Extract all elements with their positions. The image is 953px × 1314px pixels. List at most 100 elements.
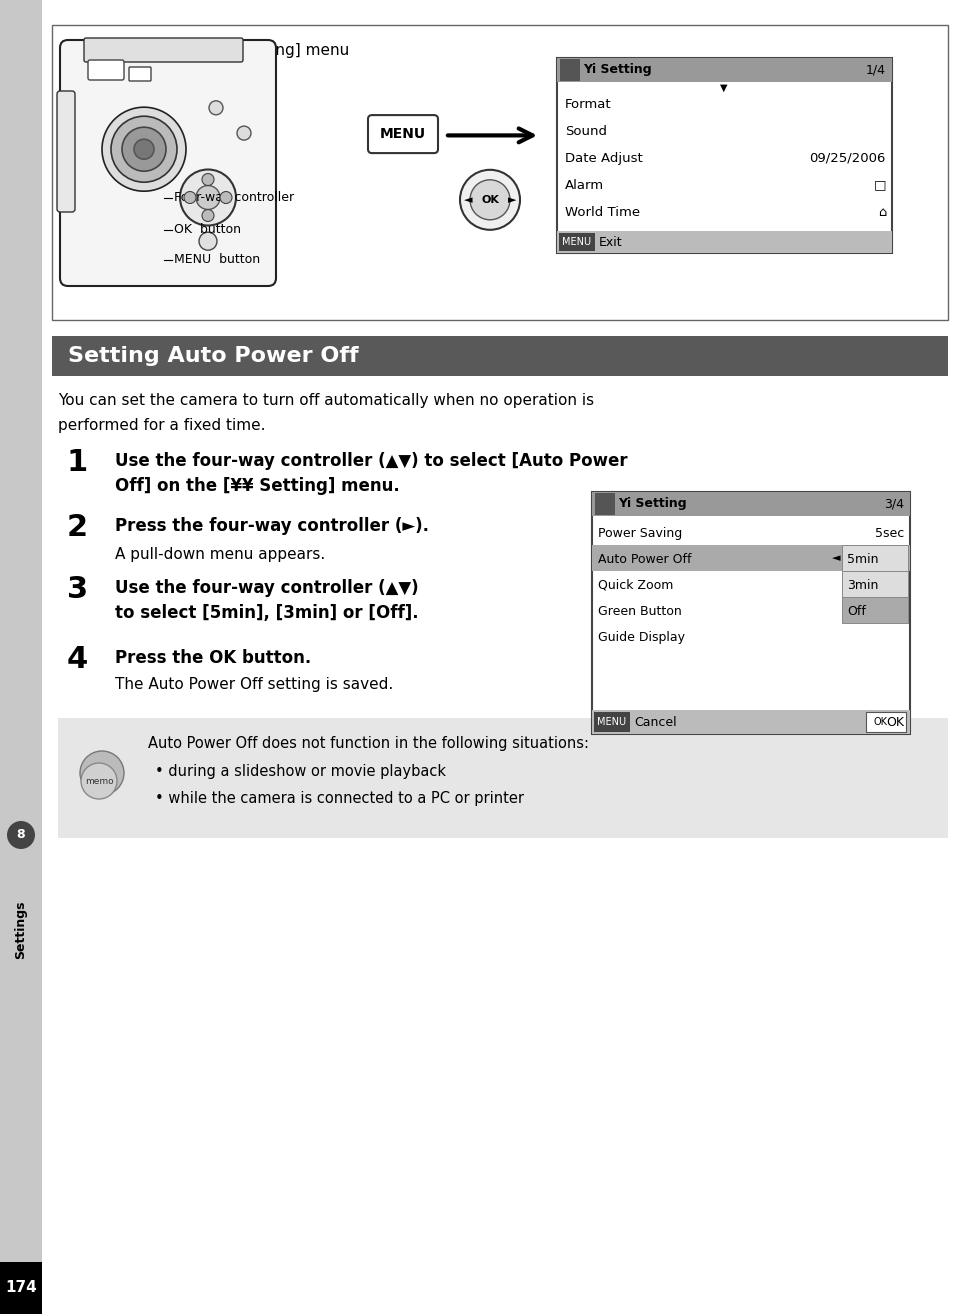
Circle shape [111, 116, 177, 183]
Text: 2: 2 [67, 512, 88, 541]
Text: Press the OK button.: Press the OK button. [115, 649, 311, 668]
Circle shape [209, 101, 223, 114]
Bar [557, 231, 891, 254]
Text: Power Saving: Power Saving [598, 527, 681, 540]
Text: Exit: Exit [598, 235, 622, 248]
Text: 5min: 5min [846, 553, 878, 566]
Text: Quick Zoom: Quick Zoom [598, 578, 673, 591]
Text: MENU  button: MENU button [173, 254, 260, 267]
Bar [52, 336, 947, 376]
Text: 1: 1 [67, 448, 89, 477]
Circle shape [122, 127, 166, 171]
Bar [595, 493, 615, 515]
Text: MENU: MENU [379, 127, 426, 141]
Text: to select [5min], [3min] or [Off].: to select [5min], [3min] or [Off]. [115, 604, 418, 622]
Text: Auto Power Off does not function in the following situations:: Auto Power Off does not function in the … [148, 736, 588, 752]
Bar [558, 233, 595, 251]
Text: Yi Setting: Yi Setting [618, 498, 686, 511]
Text: You can set the camera to turn off automatically when no operation is: You can set the camera to turn off autom… [58, 393, 594, 409]
Circle shape [180, 170, 235, 226]
Text: Four-way controller: Four-way controller [173, 191, 294, 204]
Text: MENU: MENU [597, 717, 626, 727]
Text: 5sec: 5sec [874, 527, 903, 540]
Circle shape [202, 173, 213, 185]
Text: Auto Power Off: Auto Power Off [598, 553, 691, 566]
Text: ►: ► [507, 194, 516, 205]
Text: Date Adjust: Date Adjust [564, 151, 642, 164]
Bar [58, 717, 947, 838]
Text: Settings: Settings [14, 901, 28, 959]
Bar [592, 710, 909, 735]
Circle shape [102, 108, 186, 192]
Bar [592, 491, 909, 516]
Bar [559, 59, 579, 81]
Text: Press the four-way controller (►).: Press the four-way controller (►). [115, 516, 429, 535]
Bar [0, 0, 42, 1314]
Circle shape [236, 126, 251, 141]
Text: Yi Setting: Yi Setting [582, 63, 651, 76]
FancyBboxPatch shape [84, 38, 243, 62]
Text: How to display the [¥¥ Setting] menu: How to display the [¥¥ Setting] menu [62, 43, 349, 58]
Circle shape [459, 170, 519, 230]
Bar [841, 545, 907, 572]
Bar [841, 572, 907, 597]
Text: Sound: Sound [564, 125, 606, 138]
Circle shape [199, 233, 216, 250]
Bar [865, 712, 905, 732]
Text: 8: 8 [16, 829, 26, 841]
Text: 1/4: 1/4 [865, 63, 885, 76]
Text: ⌂: ⌂ [877, 206, 885, 218]
Text: OK: OK [885, 716, 903, 728]
Text: OK: OK [480, 194, 498, 205]
Text: Format: Format [564, 97, 611, 110]
Circle shape [184, 192, 195, 204]
Text: World Time: World Time [564, 206, 639, 218]
Text: 3min: 3min [846, 578, 878, 591]
Text: Off] on the [¥¥ Setting] menu.: Off] on the [¥¥ Setting] menu. [115, 477, 399, 495]
Text: Cancel: Cancel [634, 716, 676, 728]
Circle shape [133, 139, 153, 159]
Text: 3: 3 [67, 576, 88, 604]
Text: Alarm: Alarm [564, 179, 603, 192]
Text: A pull-down menu appears.: A pull-down menu appears. [115, 547, 325, 562]
Text: OK: OK [873, 717, 887, 727]
Bar [841, 597, 907, 623]
Text: 09/25/2006: 09/25/2006 [809, 151, 885, 164]
Text: The Auto Power Off setting is saved.: The Auto Power Off setting is saved. [115, 677, 393, 692]
Text: memo: memo [85, 777, 113, 786]
Text: 4: 4 [67, 645, 89, 674]
Bar [594, 712, 629, 732]
FancyBboxPatch shape [368, 116, 437, 154]
Text: □: □ [873, 179, 885, 192]
Text: Setting Auto Power Off: Setting Auto Power Off [68, 346, 358, 367]
Text: performed for a fixed time.: performed for a fixed time. [58, 418, 265, 434]
Text: Guide Display: Guide Display [598, 631, 684, 644]
Text: 3/4: 3/4 [883, 498, 903, 511]
Text: Off: Off [846, 604, 865, 618]
Text: Use the four-way controller (▲▼): Use the four-way controller (▲▼) [115, 579, 418, 597]
Bar [557, 58, 891, 254]
Text: ▼: ▼ [720, 83, 727, 93]
Text: • while the camera is connected to a PC or printer: • while the camera is connected to a PC … [154, 791, 523, 805]
Circle shape [195, 185, 220, 209]
Bar [592, 491, 909, 735]
Circle shape [470, 180, 510, 219]
FancyBboxPatch shape [129, 67, 151, 81]
Bar [0, 1261, 42, 1314]
Bar [592, 545, 909, 572]
Text: 174: 174 [5, 1281, 37, 1296]
Circle shape [7, 821, 35, 849]
Text: Use the four-way controller (▲▼) to select [Auto Power: Use the four-way controller (▲▼) to sele… [115, 452, 627, 470]
Circle shape [80, 752, 124, 795]
FancyBboxPatch shape [57, 91, 75, 212]
Text: ◄: ◄ [463, 194, 472, 205]
Text: Green Button: Green Button [598, 604, 681, 618]
FancyBboxPatch shape [60, 39, 275, 286]
Circle shape [220, 192, 232, 204]
Text: MENU: MENU [562, 237, 591, 247]
FancyBboxPatch shape [88, 60, 124, 80]
Bar [52, 25, 947, 321]
Text: • during a slideshow or movie playback: • during a slideshow or movie playback [154, 763, 446, 779]
Circle shape [202, 209, 213, 222]
Circle shape [81, 763, 117, 799]
